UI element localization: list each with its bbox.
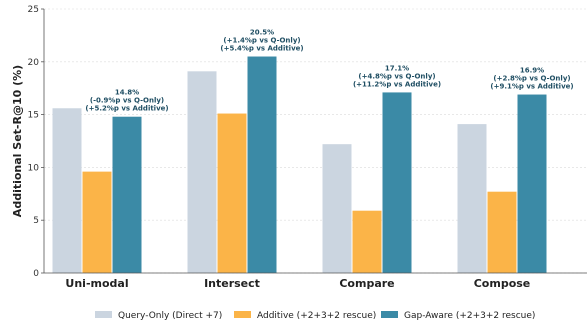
bar — [187, 71, 217, 273]
annotation-text: (+5.4%p vs Additive) — [220, 45, 303, 53]
annotation-text: (-0.9%p vs Q-Only) — [90, 97, 164, 105]
bar — [247, 56, 277, 273]
bar — [382, 92, 412, 273]
annotations-layer: 14.8%(-0.9%p vs Q-Only)(+5.2%p vs Additi… — [85, 29, 573, 113]
axis-layer: Additional Set-R@10 (%) 0 5 10 15 20 25 Uni-mo… — [11, 5, 587, 290]
bars-layer — [52, 56, 547, 273]
annotation-text: (+9.1%p vs Additive) — [490, 83, 573, 91]
annotation-text: 14.8% — [115, 89, 139, 97]
legend-swatch — [381, 311, 398, 318]
x-tick-label: Compare — [339, 277, 394, 290]
bar — [517, 94, 547, 273]
y-tick-label: 10 — [28, 163, 40, 173]
annotation-text: (+1.4%p vs Q-Only) — [223, 37, 300, 45]
legend-label: Gap-Aware (+2+3+2 rescue) — [404, 311, 535, 321]
annotation-text: (+11.2%p vs Additive) — [353, 80, 441, 88]
bar — [112, 116, 142, 273]
annotation-text: 17.1% — [385, 64, 409, 72]
bar — [352, 210, 382, 273]
bar — [457, 124, 487, 273]
legend-label: Query-Only (Direct +7) — [118, 311, 222, 321]
annotation-text: (+4.8%p vs Q-Only) — [358, 72, 435, 80]
y-tick-label: 15 — [28, 111, 39, 121]
y-tick-label: 0 — [33, 269, 39, 279]
bar — [487, 191, 517, 273]
y-tick-label: 25 — [28, 5, 39, 15]
bar — [52, 108, 82, 273]
bar — [82, 171, 112, 273]
annotation-text: (+2.8%p vs Q-Only) — [493, 75, 570, 83]
legend-swatch — [234, 311, 251, 318]
bar — [322, 144, 352, 273]
x-tick-label: Compose — [474, 277, 531, 290]
x-tick-label: Uni-modal — [65, 277, 128, 290]
annotation-text: 16.9% — [520, 67, 544, 75]
annotation-text: 20.5% — [250, 29, 274, 37]
legend-swatch — [95, 311, 112, 318]
y-tick-label: 20 — [28, 58, 40, 68]
x-tick-label: Intersect — [204, 277, 260, 290]
legend: Query-Only (Direct +7) Additive (+2+3+2 r… — [95, 311, 535, 321]
y-axis-label: Additional Set-R@10 (%) — [11, 65, 24, 217]
annotation-text: (+5.2%p vs Additive) — [85, 105, 168, 113]
legend-label: Additive (+2+3+2 rescue) — [257, 311, 376, 321]
y-tick-label: 5 — [33, 216, 39, 226]
bar — [217, 113, 247, 273]
